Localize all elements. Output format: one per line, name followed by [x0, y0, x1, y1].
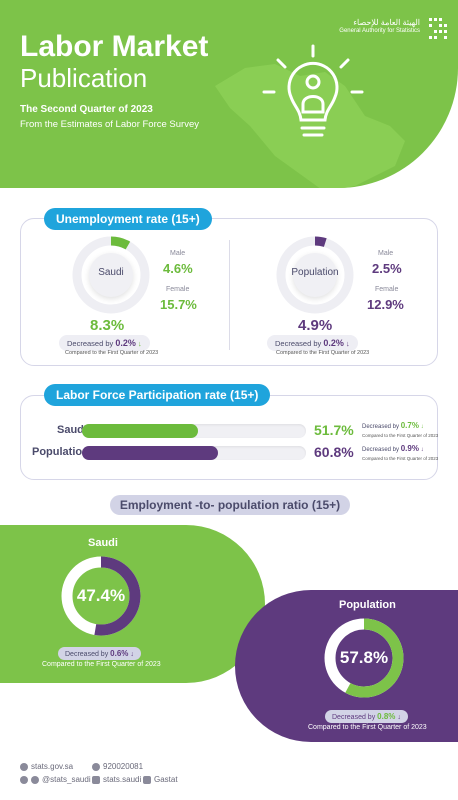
saudi-female-value: 15.7% [160, 297, 197, 312]
employment-saudi-label: Saudi [88, 537, 118, 549]
population-male-label: Male [378, 250, 394, 257]
facebook-icon [92, 775, 100, 784]
arrow-down-icon: ↓ [130, 651, 134, 658]
employment-population-compare: Compared to the First Quarter of 2023 [308, 724, 427, 731]
participation-saudi-label: Saudi [57, 424, 87, 436]
arrow-down-icon: ↓ [420, 447, 424, 453]
arrow-down-icon: ↓ [420, 424, 424, 430]
phone-icon [92, 762, 100, 771]
participation-population-bar [82, 446, 306, 460]
saudi-unemployment-compare: Compared to the First Quarter of 2023 [65, 350, 159, 356]
population-unemployment-donut: Population [276, 236, 354, 314]
arrow-down-icon: ↓ [397, 714, 401, 721]
participation-population-value: 60.8% [314, 444, 354, 460]
header-banner: Labor Market Publication The Second Quar… [0, 0, 458, 188]
population-female-value: 12.9% [367, 297, 404, 312]
population-male-value: 2.5% [372, 261, 402, 276]
arrow-down-icon: ↓ [137, 339, 142, 348]
lightbulb-icon [262, 44, 364, 137]
logo-mark-icon [429, 18, 447, 39]
participation-saudi-compare: Compared to the First Quarter of 2023 [362, 433, 439, 438]
person-icon [301, 74, 325, 114]
population-female-label: Female [375, 286, 399, 293]
employment-saudi-decrease: Decreased by 0.6% ↓ [58, 647, 141, 660]
participation-saudi-bar [82, 424, 306, 438]
linkedin-icon [143, 775, 151, 784]
gastat-logo: الهيئة العامة للإحصاء General Authority … [339, 18, 420, 34]
participation-saudi-bar-fill [82, 424, 198, 438]
population-unemployment-compare: Compared to the First Quarter of 2023 [276, 350, 370, 356]
page-title: Labor Market [20, 30, 209, 63]
subtitle-quarter: The Second Quarter of 2023 [20, 104, 153, 115]
participation-population-decrease: Decreased by 0.9% ↓ [362, 444, 424, 453]
footer-linkedin[interactable]: Gastat [143, 775, 178, 784]
employment-saudi-value: 47.4% [76, 586, 126, 605]
participation-title: Labor Force Participation rate (15+) [44, 384, 271, 406]
participation-population-label: Population [32, 446, 89, 458]
population-donut-label: Population [291, 267, 339, 278]
unemployment-divider [229, 240, 230, 350]
subtitle-source: From the Estimates of Labor Force Survey [20, 119, 199, 130]
employment-population-decrease: Decreased by 0.8% ↓ [325, 710, 408, 723]
employment-population-label: Population [339, 599, 396, 611]
employment-population-value: 57.8% [339, 648, 389, 667]
footer-facebook[interactable]: stats.saudi [92, 775, 141, 784]
population-unemployment-value: 4.9% [298, 317, 333, 334]
saudi-donut-label: Saudi [98, 267, 124, 278]
twitter-icon [20, 775, 28, 784]
employment-saudi-compare: Compared to the First Quarter of 2023 [42, 661, 161, 668]
footer-website[interactable]: stats.gov.sa [20, 762, 73, 771]
participation-saudi-decrease: Decreased by 0.7% ↓ [362, 421, 424, 430]
population-unemployment-decrease: Decreased by 0.2% ↓ [267, 335, 358, 351]
participation-population-bar-fill [82, 446, 219, 460]
saudi-male-label: Male [170, 250, 186, 257]
footer-phone[interactable]: 920020081 [92, 762, 143, 771]
footer-social[interactable]: @stats_saudi [20, 775, 91, 784]
globe-icon [20, 762, 28, 771]
saudi-unemployment-donut: Saudi [72, 236, 150, 314]
map-icon [215, 64, 405, 188]
page-title-line2: Publication [20, 63, 148, 93]
saudi-male-value: 4.6% [163, 261, 193, 276]
logo-english-text: General Authority for Statistics [339, 28, 420, 34]
saudi-female-label: Female [166, 286, 190, 293]
saudi-unemployment-value: 8.3% [90, 317, 125, 334]
employment-title: Employment -to- population ratio (15+) [110, 495, 350, 515]
unemployment-title: Unemployment rate (15+) [44, 208, 212, 230]
arrow-down-icon: ↓ [345, 339, 350, 348]
participation-saudi-value: 51.7% [314, 422, 354, 438]
saudi-unemployment-decrease: Decreased by 0.2% ↓ [59, 335, 150, 351]
employment-saudi-ring [61, 556, 141, 636]
logo-arabic-text: الهيئة العامة للإحصاء [353, 18, 420, 27]
employment-population-ring [324, 618, 404, 698]
instagram-icon [31, 775, 39, 784]
participation-population-compare: Compared to the First Quarter of 2023 [362, 456, 439, 461]
